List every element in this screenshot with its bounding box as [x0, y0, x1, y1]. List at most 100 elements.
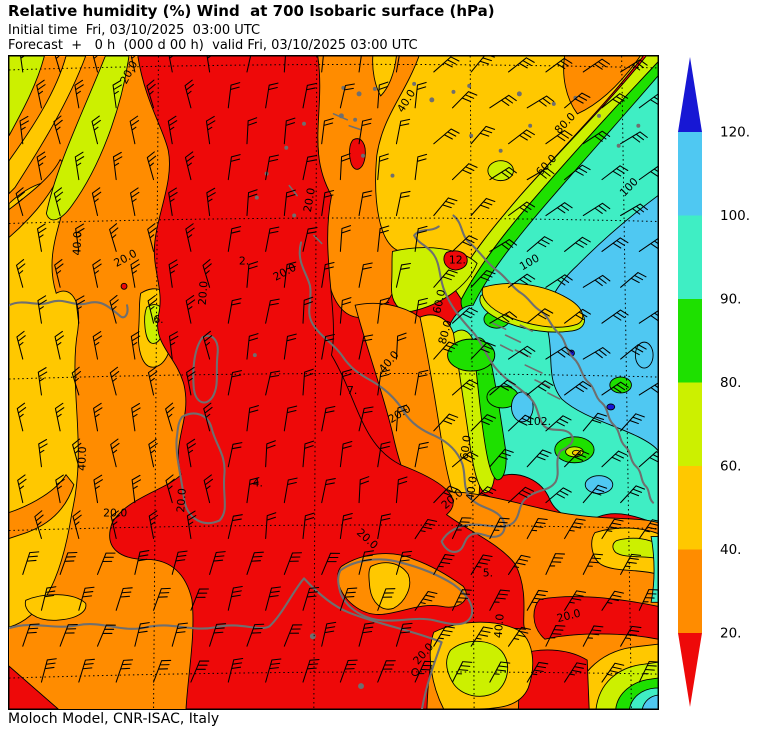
coast-sicily — [337, 558, 474, 626]
wind-barb — [246, 623, 265, 647]
wind-barb — [15, 187, 25, 217]
wind-barb — [205, 115, 216, 145]
contour-label: 20.0 — [196, 280, 211, 305]
wind-barb — [601, 165, 629, 181]
wind-barb — [227, 657, 244, 683]
wind-barb — [321, 118, 334, 145]
wind-barb — [72, 438, 82, 468]
coastlines — [9, 81, 655, 709]
wind-barb — [112, 151, 123, 181]
wind-barb — [74, 151, 85, 181]
plot-title: Relative humidity (%) Wind at 700 Isobar… — [8, 2, 495, 20]
wind-barb — [246, 477, 260, 504]
wind-barb — [167, 56, 177, 73]
wind-barb — [130, 187, 140, 217]
wind-barb — [54, 330, 64, 360]
wind-barb — [190, 660, 210, 683]
colorbar-tick-label: 40. — [720, 542, 741, 558]
wind-barb — [414, 590, 438, 611]
wind-barb — [620, 485, 646, 504]
wind-barb — [265, 226, 280, 252]
wind-barb — [265, 298, 280, 324]
wind-barb — [451, 661, 473, 683]
wind-barb — [147, 223, 157, 252]
wind-barb — [601, 237, 629, 252]
wind-barb — [526, 236, 554, 252]
wind-barb — [302, 440, 315, 468]
wind-barb — [433, 554, 455, 575]
wind-barb — [321, 478, 336, 504]
contour-label: 102. — [527, 415, 551, 428]
wind-barb — [433, 626, 455, 647]
wind-barb — [508, 273, 536, 288]
wind-barb — [74, 79, 84, 109]
wind-barb — [302, 586, 320, 611]
wind-barb — [564, 164, 591, 181]
wind-barb — [414, 660, 435, 683]
wind-barb — [109, 366, 120, 396]
wind-barb — [395, 404, 408, 432]
wind-barb — [470, 342, 496, 360]
contour-label: 12. — [449, 253, 466, 266]
wind-barb — [358, 118, 372, 145]
coast-sardinia — [175, 412, 226, 525]
wind-barb — [146, 151, 157, 181]
wind-barb — [203, 402, 213, 432]
wind-barb — [508, 414, 534, 432]
wind-barb — [489, 379, 516, 396]
wind-barb — [564, 92, 591, 109]
wind-barb — [358, 476, 370, 504]
wind-barb — [22, 623, 40, 647]
wind-barb — [302, 83, 317, 109]
wind-barb — [358, 56, 372, 73]
colorbar: 120. 100. 90. 80. 60. 40. 20. — [678, 57, 750, 707]
coast-italy-west — [298, 225, 574, 553]
model-credit: Moloch Model, CNR-ISAC, Italy — [8, 711, 220, 727]
wind-barbs-layer — [15, 56, 658, 683]
wind-barb — [54, 259, 64, 288]
wind-barb — [186, 438, 196, 468]
wind-barb — [148, 438, 158, 468]
contour-label: 40.0 — [70, 231, 84, 256]
wind-barb — [395, 56, 410, 73]
wind-barb — [339, 659, 358, 683]
wind-barb — [470, 414, 497, 432]
wind-barb — [470, 125, 496, 145]
wind-barb — [358, 334, 374, 360]
wind-barb — [545, 274, 573, 288]
wind-barb — [638, 93, 658, 109]
wind-barb — [545, 625, 566, 647]
wind-barb — [601, 450, 628, 468]
wind-barb — [202, 330, 213, 360]
wind-barb — [283, 624, 303, 647]
wind-barb — [395, 118, 411, 145]
contour-label: 7. — [347, 384, 357, 397]
colorbar-tick-label: 20. — [720, 626, 741, 642]
wind-barb — [112, 79, 122, 109]
wind-barb — [34, 510, 44, 540]
wind-barb — [582, 130, 611, 145]
wind-barb — [283, 261, 297, 288]
colorbar-tick-label: 90. — [720, 292, 741, 308]
wind-barb — [147, 366, 158, 396]
wind-barb — [451, 307, 478, 324]
contour-label: 4. — [253, 477, 263, 490]
wind-barb — [489, 448, 514, 468]
wind-barb — [265, 586, 281, 611]
wind-barb — [339, 441, 353, 468]
wind-barb — [638, 588, 658, 611]
wind-barb — [72, 510, 82, 540]
wind-barb — [339, 587, 358, 611]
wind-barb — [184, 151, 195, 181]
wind-barb — [131, 402, 141, 432]
wind-barb — [638, 451, 658, 468]
wind-barb — [564, 590, 586, 611]
wind-barb — [227, 154, 241, 181]
contour-label: 20.0 — [174, 488, 189, 513]
contour-label: 80.0 — [436, 319, 455, 346]
wind-barb — [147, 294, 157, 324]
wind-barb — [246, 117, 258, 145]
wind-barb — [526, 449, 552, 468]
wind-barb — [582, 202, 611, 217]
wind-barb — [564, 380, 592, 396]
